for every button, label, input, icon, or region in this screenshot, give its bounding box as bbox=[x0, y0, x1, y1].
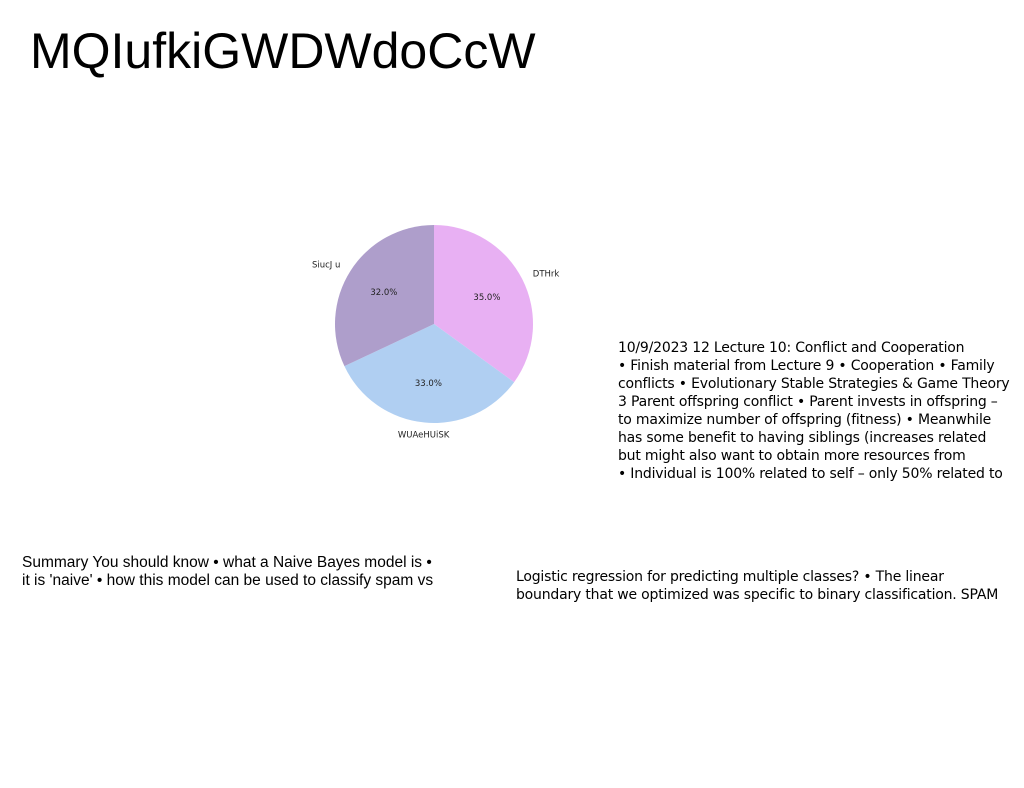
lecture-line: • Individual is 100% related to self – o… bbox=[618, 466, 1003, 482]
pie-slice-dthrk bbox=[434, 225, 533, 383]
lecture-line: but might also want to obtain more resou… bbox=[618, 448, 966, 464]
logistic-line: boundary that we optimized was specific … bbox=[516, 587, 999, 603]
logistic-regression-text: Logistic regression for predicting multi… bbox=[516, 568, 998, 604]
pie-chart-svg: 35.0% DTHrk 33.0% WUAeHUiSK 32.0% SiucJ u bbox=[312, 224, 560, 440]
lecture-line: 3 Parent offspring conflict • Parent inv… bbox=[618, 394, 998, 410]
summary-line: it is 'naive' • how this model can be us… bbox=[22, 572, 434, 589]
lecture-line: 10/9/2023 12 Lecture 10: Conflict and Co… bbox=[618, 340, 965, 356]
lecture-line: • Finish material from Lecture 9 • Coope… bbox=[618, 358, 995, 374]
lecture-line: has some benefit to having siblings (inc… bbox=[618, 430, 987, 446]
lecture-line: conflicts • Evolutionary Stable Strategi… bbox=[618, 376, 1010, 392]
slice-percent-label: 35.0% bbox=[473, 293, 500, 303]
slice-category-label: SiucJ u bbox=[312, 261, 340, 271]
pie-slice-siucj-u bbox=[335, 224, 434, 367]
page-title: MQIufkiGWDWdoCcW bbox=[30, 23, 536, 79]
slice-percent-label: 33.0% bbox=[415, 379, 442, 389]
pie-chart: 35.0% DTHrk 33.0% WUAeHUiSK 32.0% SiucJ u bbox=[300, 190, 580, 470]
slice-category-label: WUAeHUiSK bbox=[398, 430, 450, 440]
lecture-notes-text: 10/9/2023 12 Lecture 10: Conflict and Co… bbox=[618, 339, 1010, 483]
logistic-line: Logistic regression for predicting multi… bbox=[516, 569, 944, 585]
slice-category-label: DTHrk bbox=[533, 270, 560, 280]
lecture-line: to maximize number of offspring (fitness… bbox=[618, 412, 992, 428]
pie-slice-wuaehuisk bbox=[344, 324, 515, 423]
summary-text: Summary You should know • what a Naive B… bbox=[22, 554, 433, 590]
summary-line: Summary You should know • what a Naive B… bbox=[22, 554, 432, 571]
slice-percent-label: 32.0% bbox=[370, 288, 397, 298]
